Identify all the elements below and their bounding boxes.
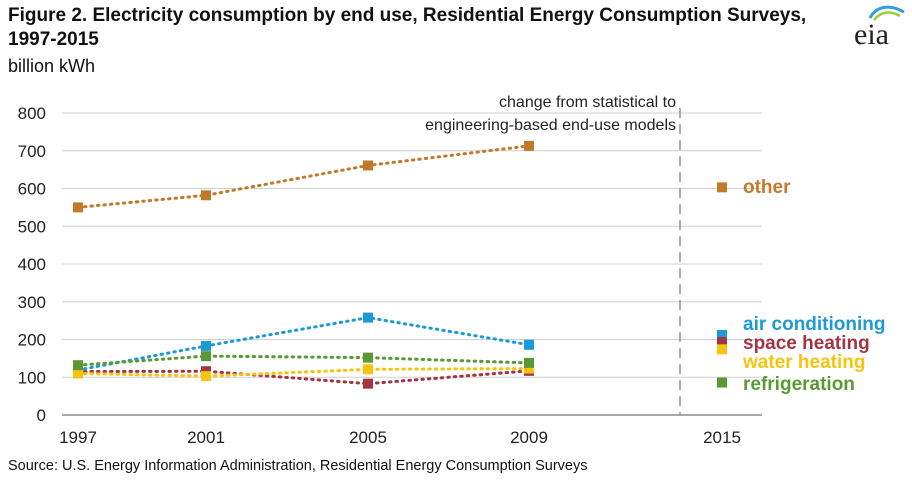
y-tick-label: 800 — [18, 104, 46, 123]
data-point — [201, 340, 211, 351]
series-line — [76, 316, 531, 372]
chart-title: Figure 2. Electricity consumption by end… — [8, 5, 807, 50]
x-tick-label: 2001 — [187, 428, 225, 447]
logo-arc-blue — [868, 5, 905, 19]
data-point — [363, 312, 373, 323]
y-tick-label: 300 — [18, 293, 46, 312]
data-point — [524, 339, 534, 350]
units-label: billion kWh — [8, 56, 96, 76]
series-line — [76, 369, 531, 386]
data-point — [524, 357, 534, 368]
y-tick-label: 600 — [18, 180, 46, 199]
series-line — [76, 354, 531, 367]
data-point — [73, 360, 83, 371]
data-point-2015 — [717, 329, 727, 340]
x-tick-label: 2005 — [349, 428, 387, 447]
y-tick-label: 700 — [18, 142, 46, 161]
source-note: Source: U.S. Energy Information Administ… — [8, 458, 588, 474]
y-tick-label: 0 — [37, 406, 46, 425]
data-point — [73, 202, 83, 213]
series-refrigeration: refrigeration — [73, 351, 855, 395]
logo-text: eia — [854, 18, 889, 51]
data-point — [73, 368, 83, 379]
series-line — [76, 367, 531, 378]
logo-arc-green — [873, 11, 901, 21]
data-point — [363, 352, 373, 363]
y-tick-label: 400 — [18, 255, 46, 274]
x-axis: 1997 2001 2005 2009 2015 — [59, 428, 741, 447]
data-point — [201, 190, 211, 201]
series-label: other — [743, 177, 791, 198]
data-point — [363, 378, 373, 389]
x-tick-label: 2009 — [510, 428, 548, 447]
data-point-2015 — [717, 377, 727, 388]
series-line — [76, 144, 531, 209]
data-point — [201, 351, 211, 362]
eia-logo: eia — [854, 5, 905, 51]
annotation-line-1: change from statistical to — [499, 94, 676, 111]
x-tick-label: 1997 — [59, 428, 97, 447]
series-label: refrigeration — [743, 374, 855, 395]
x-tick-label: 2015 — [703, 428, 741, 447]
data-point — [363, 160, 373, 171]
y-tick-label: 500 — [18, 217, 46, 236]
y-axis: 0 100 200 300 400 500 600 700 800 — [18, 104, 46, 425]
data-point — [524, 140, 534, 151]
series-air-conditioning: air conditioning — [73, 312, 886, 376]
series-label: space heating — [743, 333, 870, 354]
series-water-heating: water heating — [73, 344, 865, 382]
series-other: other — [73, 140, 791, 213]
data-point — [524, 363, 534, 374]
series-label: water heating — [742, 352, 865, 373]
y-tick-label: 100 — [18, 368, 46, 387]
data-point-2015 — [717, 182, 727, 193]
data-point-2015 — [717, 344, 727, 355]
y-tick-label: 200 — [18, 331, 46, 350]
data-point — [201, 371, 211, 382]
grid-lines — [62, 112, 762, 416]
data-point-2015 — [717, 337, 727, 348]
annotation-line-2: engineering-based end-use models — [425, 117, 676, 134]
series-label: air conditioning — [743, 314, 886, 335]
data-point — [363, 364, 373, 375]
